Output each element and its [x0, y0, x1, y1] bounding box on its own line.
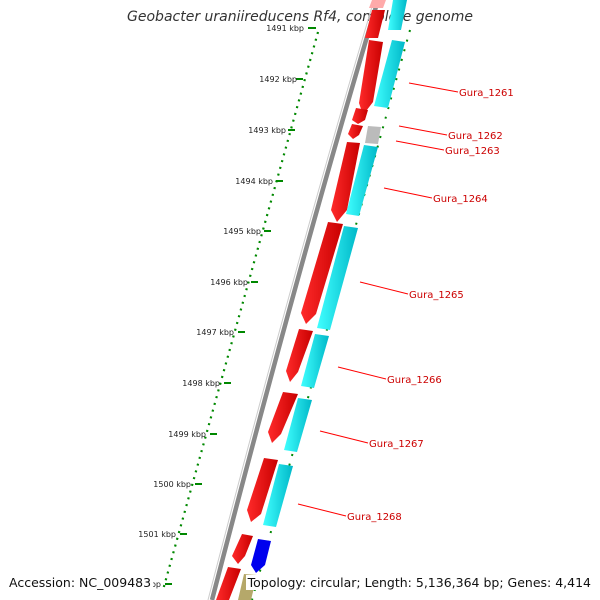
label-leaders — [297, 82, 459, 517]
cds-feature — [346, 145, 378, 216]
tick-1499: 1499 kbp — [168, 430, 217, 439]
tick-1491: 1491 kbp — [266, 24, 316, 33]
tick-label-1493: 1493 kbp — [248, 126, 286, 135]
tick-1500: 1500 kbp — [153, 480, 202, 489]
gene-label: Gura_1268 — [347, 512, 402, 523]
tick-1493: 1493 kbp — [248, 126, 295, 135]
tick-label-1496: 1496 kbp — [210, 278, 248, 287]
cds-feature — [359, 40, 383, 115]
tick-1495: 1495 kbp — [223, 227, 271, 236]
accession-text: Accession: NC_009483 — [9, 575, 154, 590]
tick-label-1491: 1491 kbp — [266, 24, 304, 33]
genome-backbone — [207, 0, 381, 600]
tick-label-1500: 1500 kbp — [153, 480, 191, 489]
tick-label-1501: 1501 kbp — [138, 530, 176, 539]
cds-feature — [374, 40, 405, 108]
tick-1497: 1497 kbp — [196, 328, 245, 337]
gene-label: Gura_1263 — [445, 146, 500, 157]
cds-feature — [317, 226, 358, 330]
red-features — [216, 0, 386, 600]
cds-feature — [369, 0, 386, 8]
tick-1494: 1494 kbp — [235, 177, 283, 186]
gene-label: Gura_1261 — [459, 88, 514, 99]
gene-label: Gura_1265 — [409, 290, 464, 301]
cds-feature — [352, 108, 368, 124]
ruler: 1491 kbp 1492 kbp 1493 kbp 1494 kbp 1495… — [123, 24, 316, 589]
cds-feature — [263, 464, 293, 527]
tick-label-1494: 1494 kbp — [235, 177, 273, 186]
cds-feature — [348, 124, 363, 139]
cds-feature — [268, 392, 298, 443]
tick-1498: 1498 kbp — [182, 379, 231, 388]
gene-label: Gura_1262 — [448, 131, 503, 142]
ruler-dots — [161, 31, 320, 591]
pseudo-feature — [365, 126, 381, 144]
tick-1501: 1501 kbp — [138, 530, 187, 539]
cds-feature — [301, 334, 329, 388]
tick-1496: 1496 kbp — [210, 278, 258, 287]
tick-1492: 1492 kbp — [259, 75, 303, 84]
cds-feature — [284, 398, 312, 452]
cds-feature — [388, 0, 407, 30]
tick-label-1492: 1492 kbp — [259, 75, 297, 84]
map-title: Geobacter uraniireducens Rf4, complete g… — [127, 9, 473, 25]
cds-feature — [216, 567, 241, 600]
tick-label-1497: 1497 kbp — [196, 328, 234, 337]
gene-label: Gura_1267 — [369, 439, 424, 450]
gene-label: Gura_1264 — [433, 194, 488, 205]
tick-label-1495: 1495 kbp — [223, 227, 261, 236]
genome-summary-text: Topology: circular; Length: 5,136,364 bp… — [245, 575, 591, 590]
cds-feature — [286, 329, 313, 382]
cds-feature — [232, 534, 253, 564]
gene-label: Gura_1266 — [387, 375, 442, 386]
tick-label-1499: 1499 kbp — [168, 430, 206, 439]
tick-label-1498: 1498 kbp — [182, 379, 220, 388]
cds-feature — [331, 142, 360, 222]
cyan-features — [238, 0, 407, 600]
cds-feature — [301, 222, 343, 324]
cds-feature — [365, 10, 385, 38]
gene-labels: Gura_1261 Gura_1262 Gura_1263 Gura_1264 … — [347, 88, 514, 523]
blue-feature — [251, 539, 271, 573]
cds-feature — [247, 458, 278, 522]
